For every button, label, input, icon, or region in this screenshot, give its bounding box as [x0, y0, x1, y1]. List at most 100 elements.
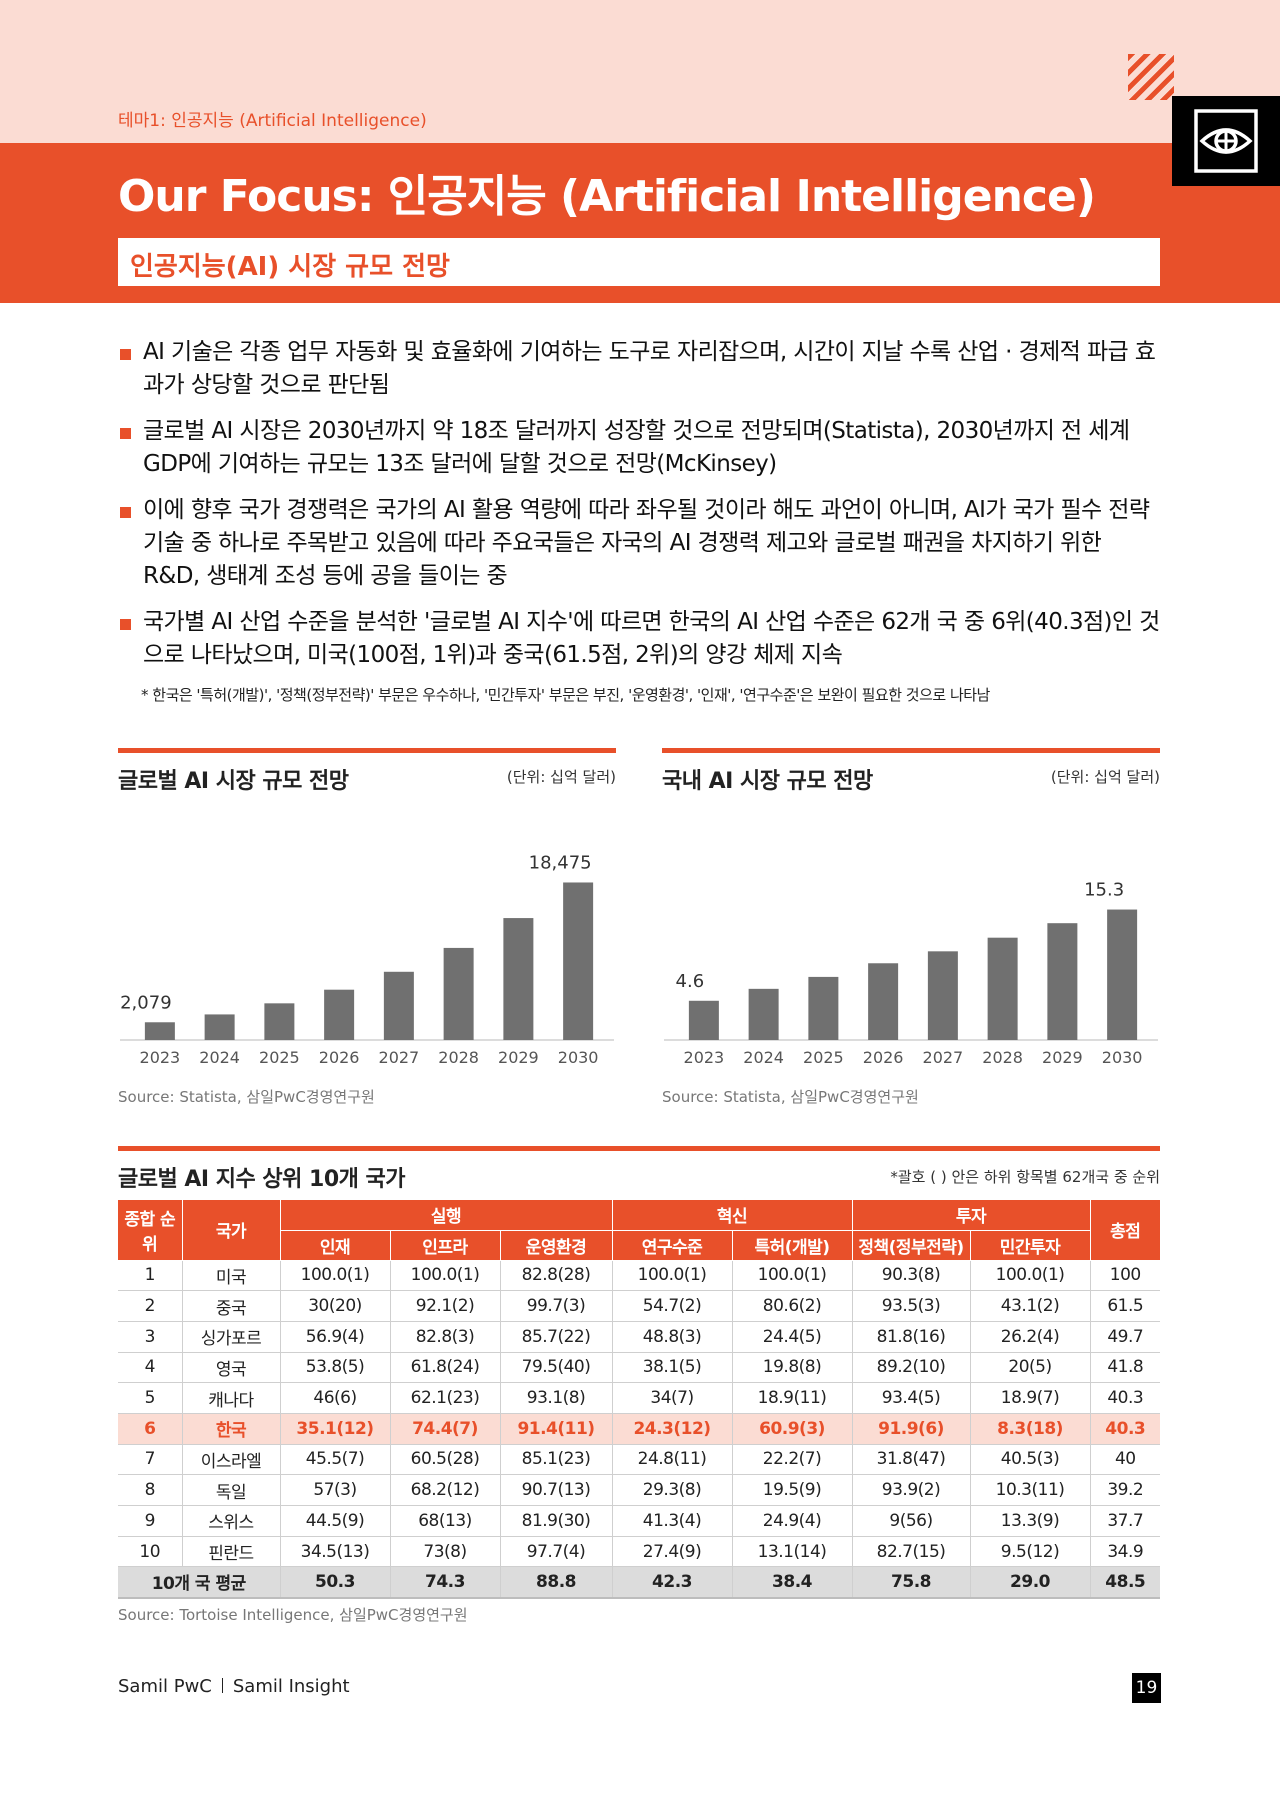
- table-cell: 68.2(12): [389, 1474, 500, 1506]
- table-row: 6 한국 35.1(12) 74.4(7) 91.4(11) 24.3(12) 60.9(3…: [118, 1413, 1161, 1445]
- table-cell: 19.8(8): [731, 1352, 853, 1384]
- table-cell: 88.8: [499, 1566, 613, 1599]
- bar-2028: [987, 937, 1018, 1040]
- x-tick-label: 2023: [140, 1048, 181, 1067]
- table-cell: 핀란드: [181, 1536, 280, 1568]
- chart-title: 국내 AI 시장 규모 전망: [662, 769, 873, 794]
- table-cell: 93.1(8): [499, 1382, 613, 1414]
- table-rule: [118, 1146, 1160, 1151]
- table-cell: 97.7(4): [499, 1536, 613, 1568]
- table-cell: 29.0: [969, 1566, 1091, 1599]
- table-cell: 8: [118, 1474, 182, 1506]
- table-cell: 9: [118, 1505, 182, 1537]
- table-cell: 26.2(4): [969, 1321, 1091, 1353]
- table-cell: 91.4(11): [499, 1413, 613, 1445]
- table-cell: 45.5(7): [279, 1444, 390, 1476]
- table-row: 10 핀란드 34.5(13) 73(8) 97.7(4) 27.4(9) 13.1(14)…: [118, 1536, 1161, 1568]
- table-cell: 61.5: [1089, 1290, 1161, 1322]
- table-cell: 38.4: [731, 1566, 853, 1599]
- table-cell: 53.8(5): [279, 1352, 390, 1384]
- table-cell: 93.9(2): [851, 1474, 971, 1506]
- header-group-execution: 실행: [279, 1200, 613, 1231]
- bar-2023: [688, 1000, 719, 1040]
- header-group-innovation: 혁신: [611, 1200, 853, 1231]
- bullet-item: 이에 향후 국가 경쟁력은 국가의 AI 활용 역량에 따라 좌우될 것이라 해…: [118, 494, 1164, 593]
- table-cell: 82.8(3): [389, 1321, 500, 1353]
- table-row: 7 이스라엘 45.5(7) 60.5(28) 85.1(23) 24.8(11) 22.2…: [118, 1444, 1161, 1476]
- header-col: 인재: [279, 1230, 390, 1261]
- table-cell: 캐나다: [181, 1382, 280, 1414]
- table-cell: 93.4(5): [851, 1382, 971, 1414]
- bar-2024: [204, 1014, 235, 1040]
- table-cell: 46(6): [279, 1382, 390, 1414]
- table-cell: 30(20): [279, 1290, 390, 1322]
- table-cell: 93.5(3): [851, 1290, 971, 1322]
- data-label: 2,079: [120, 992, 172, 1013]
- bullet-square-icon: [120, 507, 131, 518]
- bullet-list: AI 기술은 각종 업무 자동화 및 효율화에 기여하는 도구로 자리잡으며, …: [118, 336, 1164, 685]
- table-cell: 20(5): [969, 1352, 1091, 1384]
- table-cell: 10: [118, 1536, 182, 1568]
- table-cell: 80.6(2): [731, 1290, 853, 1322]
- table-cell: 31.8(47): [851, 1444, 971, 1476]
- table-row: 3 싱가포르 56.9(4) 82.8(3) 85.7(22) 48.8(3) 24.4(5…: [118, 1321, 1161, 1353]
- table-cell: 99.7(3): [499, 1290, 613, 1322]
- header-group-investment: 투자: [851, 1200, 1091, 1231]
- header-col: 민간투자: [969, 1230, 1091, 1261]
- x-tick-label: 2027: [923, 1048, 964, 1067]
- header-col: 인프라: [389, 1230, 500, 1261]
- table-cell: 6: [118, 1413, 182, 1445]
- x-tick-label: 2023: [684, 1048, 725, 1067]
- x-tick-label: 2028: [438, 1048, 479, 1067]
- table-cell: 54.7(2): [611, 1290, 733, 1322]
- table-cell: 68(13): [389, 1505, 500, 1537]
- footer-brand: Samil PwC: [118, 1676, 212, 1697]
- table-cell: 60.9(3): [731, 1413, 853, 1445]
- table-cell: 22.2(7): [731, 1444, 853, 1476]
- header-country: 국가: [181, 1200, 280, 1261]
- table-cell: 50.3: [279, 1566, 390, 1599]
- table-cell: 40.3: [1089, 1382, 1161, 1414]
- bar-2024: [748, 988, 779, 1040]
- table-cell: 38.1(5): [611, 1352, 733, 1384]
- x-tick-label: 2030: [558, 1048, 599, 1067]
- bar-2029: [1047, 923, 1078, 1040]
- chart-plot: 2023 2,079 2024 2025 2026 2027 2028 2029 2030 18,…: [120, 852, 614, 1067]
- table-cell: 3: [118, 1321, 182, 1353]
- table-cell: 이스라엘: [181, 1444, 280, 1476]
- table-cell: 27.4(9): [611, 1536, 733, 1568]
- table-cell: 싱가포르: [181, 1321, 280, 1353]
- x-tick-label: 2029: [498, 1048, 539, 1067]
- table-cell: 미국: [181, 1260, 280, 1292]
- bullet-item: 글로벌 AI 시장은 2030년까지 약 18조 달러까지 성장할 것으로 전망…: [118, 415, 1164, 481]
- table-cell: 100: [1089, 1260, 1161, 1292]
- page-title: Our Focus: 인공지능 (Artificial Intelligence…: [118, 171, 1096, 222]
- ai-index-table: 종합 순위 국가 실행 혁신 투자 총점 인재 인프라 운영환경 연구수준 특허…: [118, 1200, 1161, 1599]
- table-cell: 영국: [181, 1352, 280, 1384]
- global-ai-market-chart: 글로벌 AI 시장 규모 전망 (단위: 십억 달러) 2023 2,079 202…: [118, 748, 616, 1118]
- table-cell: 43.1(2): [969, 1290, 1091, 1322]
- table-cell: 92.1(2): [389, 1290, 500, 1322]
- table-row: 8 독일 57(3) 68.2(12) 90.7(13) 29.3(8) 19.5(9) 93…: [118, 1474, 1161, 1506]
- table-cell: 7: [118, 1444, 182, 1476]
- table-cell: 82.7(15): [851, 1536, 971, 1568]
- data-label: 15.3: [1084, 880, 1124, 901]
- table-source: Source: Tortoise Intelligence, 삼일PwC경영연구…: [118, 1606, 468, 1624]
- table-cell: 13.1(14): [731, 1536, 853, 1568]
- header-col: 특허(개발): [731, 1230, 853, 1261]
- x-tick-label: 2028: [982, 1048, 1023, 1067]
- chart-plot: 2023 4.6 2024 2025 2026 2027 2028 2029 2030 15.3: [664, 880, 1158, 1067]
- table-cell: 49.7: [1089, 1321, 1161, 1353]
- table-row: 1 미국 100.0(1) 100.0(1) 82.8(28) 100.0(1) 100.0…: [118, 1260, 1161, 1292]
- header-band: [0, 0, 1280, 143]
- table-row: 5 캐나다 46(6) 62.1(23) 93.1(8) 34(7) 18.9(11) 93.…: [118, 1382, 1161, 1414]
- bar-2027: [927, 951, 958, 1040]
- table-cell: 40: [1089, 1444, 1161, 1476]
- x-tick-label: 2024: [199, 1048, 240, 1067]
- table-row: 2 중국 30(20) 92.1(2) 99.7(3) 54.7(2) 80.6(2) 93.…: [118, 1290, 1161, 1322]
- table-cell: 중국: [181, 1290, 280, 1322]
- table-cell: 8.3(18): [969, 1413, 1091, 1445]
- table-cell: 스위스: [181, 1505, 280, 1537]
- x-tick-label: 2029: [1042, 1048, 1083, 1067]
- footer-divider: [221, 1678, 223, 1693]
